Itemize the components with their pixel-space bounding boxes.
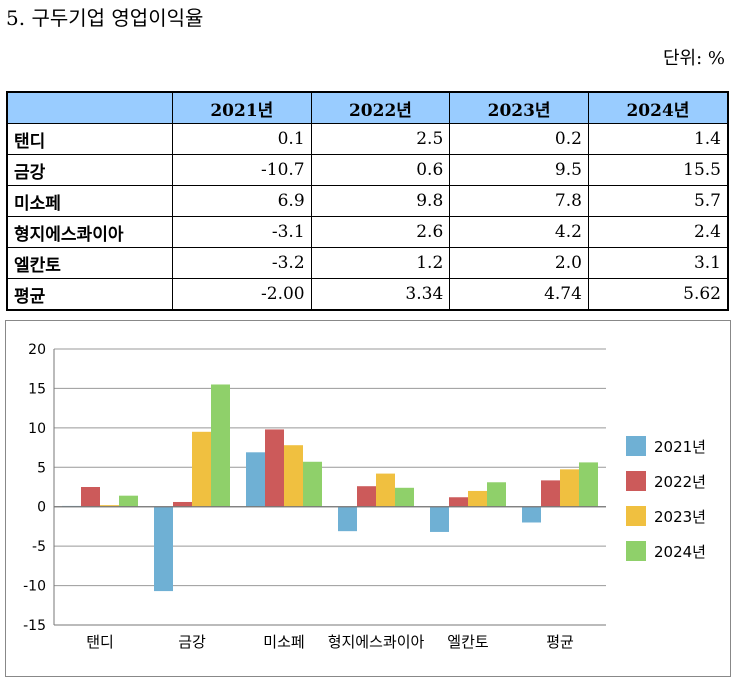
- header-year: 2023년: [449, 91, 589, 124]
- chart-container: -15 -10 -5 0 5 10 15 20 탠디 금강 미소페 형지에스콰이아 엘칸토 평균 2021년…: [5, 320, 731, 677]
- cell-value: 5.7: [587, 185, 729, 217]
- bar: [100, 505, 119, 507]
- bar: [376, 473, 395, 507]
- y-tick-label: -15: [23, 618, 46, 634]
- bar: [468, 490, 487, 507]
- cell-value: 0.6: [310, 154, 451, 186]
- y-tick-label: 20: [28, 342, 46, 358]
- row-name: 형지에스콰이아: [6, 216, 173, 248]
- header-year: 2024년: [587, 91, 729, 124]
- cell-value: 7.8: [449, 185, 589, 217]
- x-tick-label: 형지에스콰이아: [328, 633, 425, 651]
- legend-swatch: [626, 506, 646, 526]
- x-tick-label: 미소페: [263, 633, 304, 651]
- bar: [119, 495, 138, 507]
- unit-label: 단위: %: [662, 48, 725, 69]
- x-tick-label: 금강: [178, 633, 206, 651]
- y-tick-label: 15: [28, 381, 46, 397]
- legend-label: 2024년: [654, 543, 706, 561]
- bar-chart: -15 -10 -5 0 5 10 15 20 탠디 금강 미소페 형지에스콰이아 엘칸토 평균 2021년…: [23, 342, 706, 651]
- cell-value: 6.9: [172, 185, 312, 217]
- bar: [579, 462, 598, 507]
- bar: [211, 384, 230, 507]
- cell-value: 2.5: [310, 123, 451, 155]
- bar: [560, 469, 579, 507]
- header-year: 2022년: [310, 91, 451, 124]
- cell-value: 4.2: [449, 216, 589, 248]
- cell-value: -3.2: [172, 247, 312, 279]
- cell-value: -10.7: [172, 154, 312, 186]
- table-row: 형지에스콰이아 -3.1 2.6 4.2 2.4: [6, 216, 729, 248]
- y-tick-label: -10: [23, 579, 46, 595]
- table-header-row: 2021년 2022년 2023년 2024년: [6, 91, 729, 124]
- y-tick-label: 0: [37, 500, 46, 516]
- bar: [357, 486, 376, 507]
- bar: [487, 482, 506, 507]
- row-name: 엘칸토: [6, 247, 173, 279]
- cell-value: 9.8: [310, 185, 451, 217]
- cell-value: 2.0: [449, 247, 589, 279]
- cell-value: 2.4: [587, 216, 729, 248]
- bar: [192, 431, 211, 507]
- x-tick-label: 탠디: [86, 633, 114, 651]
- x-tick-label: 엘칸토: [447, 633, 489, 651]
- cell-value: 3.34: [310, 278, 451, 311]
- legend-label: 2021년: [654, 438, 706, 456]
- cell-value: 5.62: [587, 278, 729, 311]
- cell-value: -3.1: [172, 216, 312, 248]
- bar: [541, 480, 560, 507]
- bar: [449, 497, 468, 507]
- cell-value: 1.2: [310, 247, 451, 279]
- legend-swatch: [626, 541, 646, 561]
- cell-value: 9.5: [449, 154, 589, 186]
- page-title: 5. 구두기업 영업이익율: [6, 6, 204, 30]
- legend-label: 2022년: [654, 473, 706, 491]
- row-name: 미소페: [6, 185, 173, 217]
- bar: [246, 452, 265, 507]
- cell-value: 3.1: [587, 247, 729, 279]
- row-name: 평균: [6, 278, 173, 311]
- legend-swatch: [626, 471, 646, 491]
- y-tick-label: 5: [37, 460, 46, 476]
- legend-swatch: [626, 436, 646, 456]
- data-table: 2021년 2022년 2023년 2024년 탠디 0.1 2.5 0.2 1…: [6, 91, 729, 311]
- cell-value: 0.1: [172, 123, 312, 155]
- bar: [430, 506, 449, 532]
- header-year: 2021년: [172, 91, 312, 124]
- bar: [303, 461, 322, 507]
- header-corner: [6, 91, 173, 124]
- cell-value: -2.00: [172, 278, 312, 311]
- cell-value: 15.5: [587, 154, 729, 186]
- table-row: 탠디 0.1 2.5 0.2 1.4: [6, 123, 729, 155]
- bar: [173, 501, 192, 507]
- bar: [522, 506, 541, 523]
- legend-label: 2023년: [654, 508, 706, 526]
- cell-value: 2.6: [310, 216, 451, 248]
- row-name: 탠디: [6, 123, 173, 155]
- bar: [338, 506, 357, 532]
- bar: [81, 487, 100, 507]
- table-row: 엘칸토 -3.2 1.2 2.0 3.1: [6, 247, 729, 279]
- y-tick-label: -5: [32, 539, 46, 555]
- bar: [265, 429, 284, 507]
- table-row: 금강 -10.7 0.6 9.5 15.5: [6, 154, 729, 186]
- bar: [154, 506, 173, 592]
- y-tick-label: 10: [28, 421, 46, 437]
- cell-value: 0.2: [449, 123, 589, 155]
- bar: [395, 487, 414, 507]
- row-name: 금강: [6, 154, 173, 186]
- cell-value: 1.4: [587, 123, 729, 155]
- table-row: 미소페 6.9 9.8 7.8 5.7: [6, 185, 729, 217]
- bar: [284, 445, 303, 507]
- cell-value: 4.74: [449, 278, 589, 311]
- x-tick-label: 평균: [546, 633, 574, 651]
- table-row: 평균 -2.00 3.34 4.74 5.62: [6, 278, 729, 311]
